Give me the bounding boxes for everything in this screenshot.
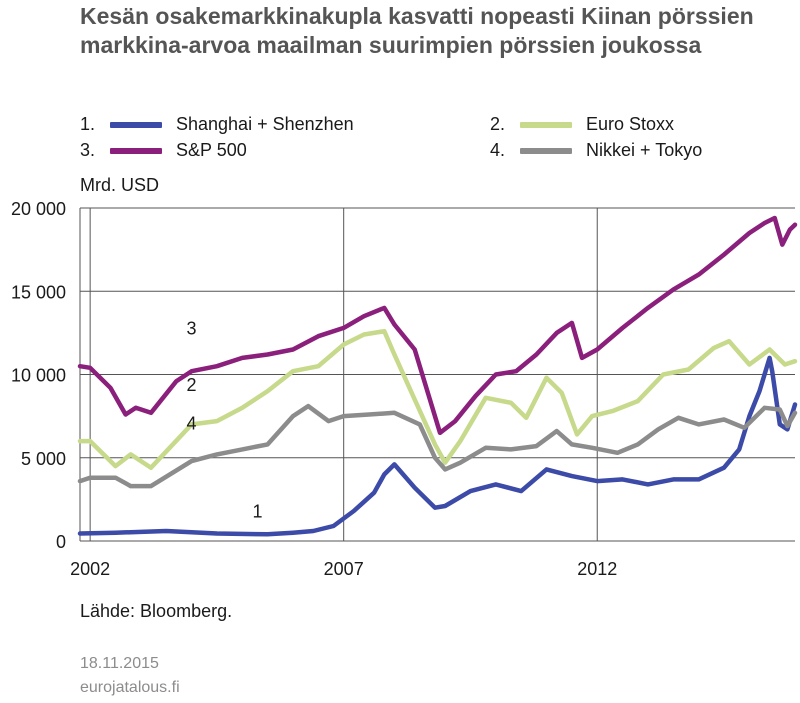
legend-swatch <box>520 148 572 155</box>
y-tick-label: 15 000 <box>11 282 66 302</box>
chart-title: Kesän osakemarkkinakupla kasvatti nopeas… <box>80 3 754 58</box>
legend-label: S&P 500 <box>176 140 247 160</box>
legend-number: 3. <box>80 140 96 160</box>
legend-number: 2. <box>490 114 506 134</box>
series-number-label: 3 <box>187 319 197 339</box>
site-name: eurojatalous.fi <box>80 679 180 696</box>
series-line-2 <box>77 328 798 470</box>
legend-item-shanghai-shenzhen: 1. Shanghai + Shenzhen <box>80 114 354 134</box>
line-chart: 0 5 000 10 000 15 000 20 000 2002 2007 2012 1 2 3 4 <box>11 199 798 579</box>
publication-date: 18.11.2015 <box>80 655 159 672</box>
source-note: Lähde: Bloomberg. <box>80 601 233 621</box>
legend-item-nikkei-tokyo: 4. Nikkei + Tokyo <box>490 140 702 160</box>
legend-swatch <box>110 122 162 129</box>
y-tick-label: 10 000 <box>11 366 66 386</box>
series-line-1 <box>77 355 798 537</box>
y-tick-label: 20 000 <box>11 199 66 219</box>
x-tick-label: 2012 <box>577 559 617 579</box>
series-number-label: 4 <box>187 413 197 433</box>
legend-label: Shanghai + Shenzhen <box>176 114 354 134</box>
legend-item-sp500: 3. S&P 500 <box>80 140 247 160</box>
legend-label: Nikkei + Tokyo <box>586 140 703 160</box>
series-line-3 <box>77 215 798 436</box>
legend-label: Euro Stoxx <box>586 114 675 134</box>
legend-number: 1. <box>80 114 96 134</box>
series-number-label: 1 <box>252 502 262 522</box>
x-tick-label: 2007 <box>324 559 364 579</box>
y-tick-label: 5 000 <box>21 449 66 469</box>
legend-swatch <box>520 122 572 129</box>
y-axis-unit-label: Mrd. USD <box>80 175 160 195</box>
x-tick-label: 2002 <box>70 559 110 579</box>
legend-item-euro-stoxx: 2. Euro Stoxx <box>490 114 674 134</box>
y-tick-label: 0 <box>56 532 66 552</box>
series-number-label: 2 <box>187 375 197 395</box>
series-line-4 <box>77 403 798 489</box>
legend-swatch <box>110 148 162 155</box>
legend-number: 4. <box>490 140 506 160</box>
